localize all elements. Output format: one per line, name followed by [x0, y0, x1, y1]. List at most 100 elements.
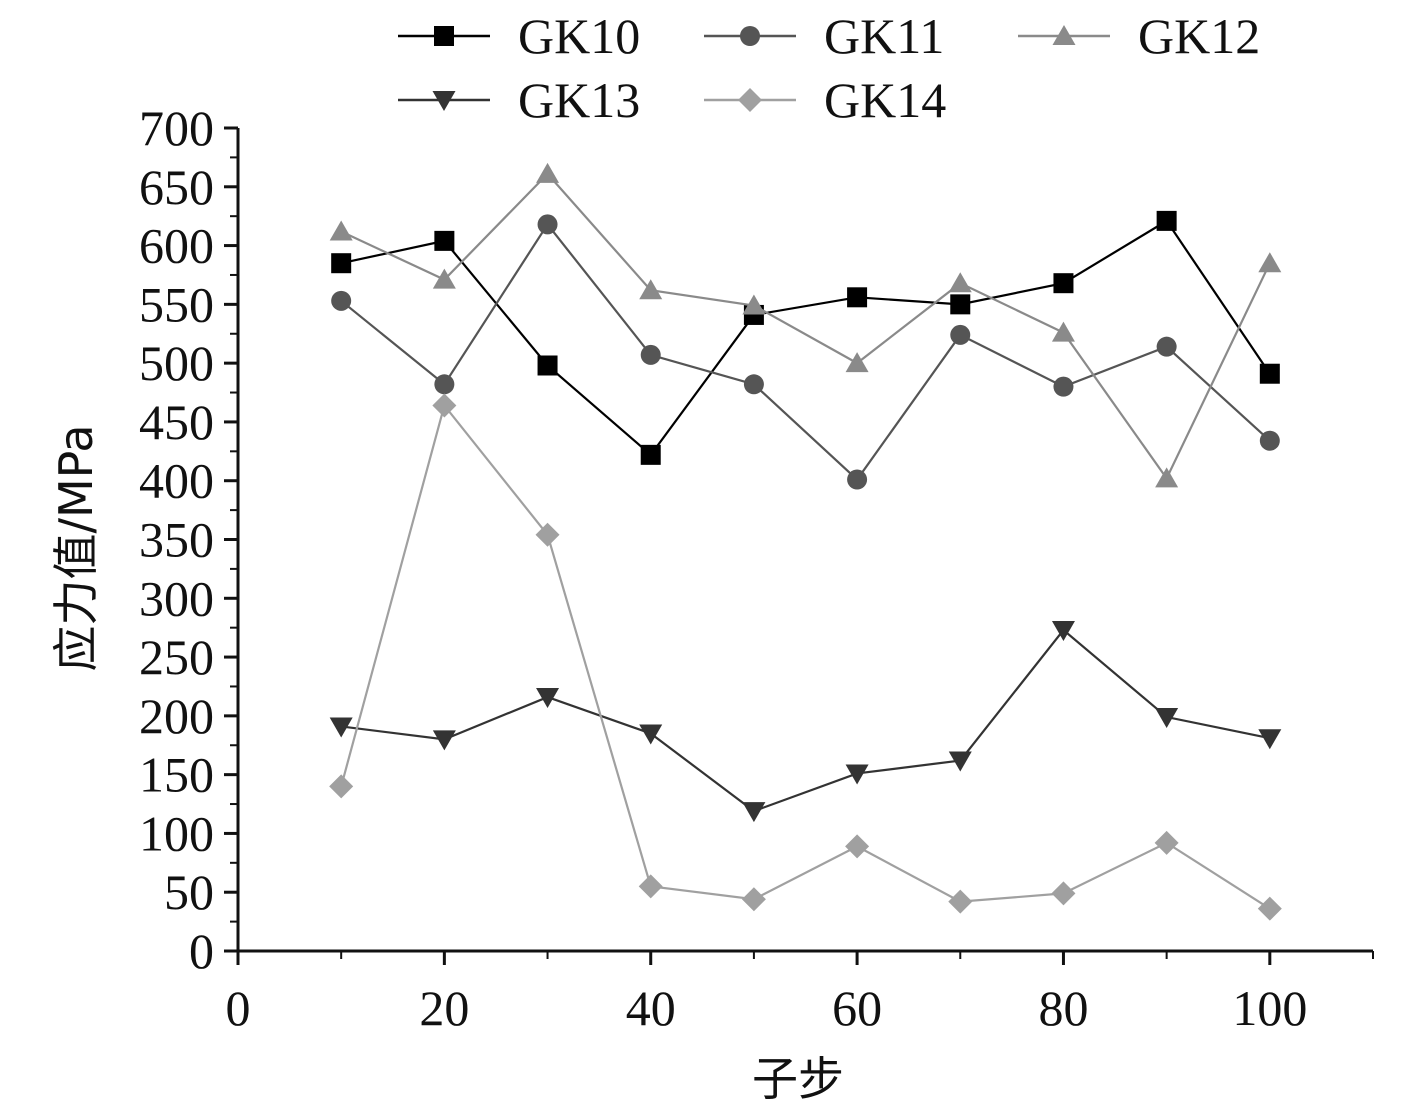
- data-point-gk12: [1258, 252, 1282, 273]
- data-point-gk13: [329, 717, 353, 738]
- data-point-gk14: [535, 522, 560, 547]
- data-point-gk14: [432, 393, 457, 418]
- data-point-gk13: [742, 802, 766, 823]
- series-gk12: [329, 162, 1282, 488]
- legend-marker: [738, 88, 762, 112]
- y-tick-label: 300: [139, 570, 214, 626]
- data-point-gk10: [1053, 273, 1074, 294]
- y-tick-label: 50: [164, 864, 214, 920]
- x-tick-label: 20: [419, 980, 469, 1036]
- data-point-gk10: [1156, 210, 1177, 231]
- data-point-gk11: [1156, 336, 1177, 357]
- series-line-gk13: [341, 628, 1271, 813]
- series-line-gk12: [340, 172, 1271, 481]
- data-point-gk12: [948, 272, 972, 293]
- y-tick-label: 400: [139, 453, 214, 509]
- series-layer: [329, 162, 1282, 921]
- x-tick-label: 80: [1038, 980, 1088, 1036]
- data-point-gk12: [742, 294, 766, 315]
- legend: GK10 GK11 GK12 GK13 GK14: [398, 8, 1260, 128]
- data-point-gk12: [536, 162, 560, 183]
- x-tick-label: 0: [226, 980, 251, 1036]
- legend-marker: [432, 91, 456, 111]
- legend-label: GK13: [518, 72, 640, 128]
- legend-item-gk14: GK14: [704, 72, 946, 128]
- y-tick-label: 600: [139, 218, 214, 274]
- data-point-gk11: [434, 374, 455, 395]
- x-tick-label: 40: [626, 980, 676, 1036]
- data-point-gk13: [1258, 729, 1282, 750]
- data-point-gk10: [537, 355, 558, 376]
- data-point-gk12: [1051, 321, 1075, 342]
- legend-item-gk10: GK10: [398, 8, 640, 64]
- data-point-gk14: [1051, 881, 1076, 906]
- y-tick-label: 650: [139, 159, 214, 215]
- data-point-gk12: [1155, 467, 1179, 488]
- data-point-gk14: [948, 889, 973, 914]
- legend-marker: [434, 26, 454, 46]
- legend-marker: [1052, 25, 1076, 45]
- data-point-gk11: [331, 290, 352, 311]
- data-point-gk14: [638, 874, 663, 899]
- legend-label: GK14: [824, 72, 946, 128]
- data-point-gk12: [432, 268, 456, 289]
- series-gk11: [331, 214, 1280, 490]
- legend-item-gk11: GK11: [704, 8, 944, 64]
- data-point-gk13: [1155, 708, 1179, 729]
- data-point-gk11: [1053, 376, 1074, 397]
- series-gk13: [329, 621, 1282, 823]
- data-point-gk10: [1259, 363, 1280, 384]
- x-tick-label: 60: [832, 980, 882, 1036]
- y-tick-label: 150: [139, 747, 214, 803]
- series-line-gk11: [340, 222, 1271, 482]
- data-point-gk12: [845, 352, 869, 373]
- legend-label: GK10: [518, 8, 640, 64]
- data-point-gk11: [950, 324, 971, 345]
- legend-item-gk13: GK13: [398, 72, 640, 128]
- data-point-gk14: [1257, 896, 1282, 921]
- data-point-gk12: [329, 220, 353, 241]
- y-tick-label: 500: [139, 335, 214, 391]
- y-tick-label: 550: [139, 276, 214, 332]
- data-point-gk10: [434, 230, 455, 251]
- data-point-gk13: [845, 764, 869, 785]
- axes: 0501001502002503003504004505005506006507…: [139, 100, 1374, 1036]
- data-point-gk11: [847, 469, 868, 490]
- data-point-gk13: [432, 730, 456, 751]
- legend-marker: [740, 26, 760, 46]
- data-point-gk14: [845, 834, 870, 859]
- legend-label: GK12: [1138, 8, 1260, 64]
- x-axis-label: 子步: [752, 1052, 844, 1106]
- series-gk14: [329, 393, 1282, 921]
- y-tick-label: 350: [139, 512, 214, 568]
- data-point-gk11: [640, 344, 661, 365]
- data-point-gk13: [1051, 621, 1075, 642]
- data-point-gk13: [948, 751, 972, 772]
- data-point-gk10: [950, 294, 971, 315]
- data-point-gk11: [1259, 430, 1280, 451]
- series-line-gk10: [340, 219, 1271, 457]
- legend-label: GK11: [824, 8, 944, 64]
- y-tick-label: 250: [139, 629, 214, 685]
- y-tick-label: 700: [139, 100, 214, 156]
- data-point-gk10: [847, 287, 868, 308]
- data-point-gk11: [743, 374, 764, 395]
- y-tick-label: 450: [139, 394, 214, 450]
- data-point-gk13: [536, 688, 560, 709]
- series-line-gk14: [340, 403, 1271, 910]
- y-axis-label: 应力值/MPa: [49, 424, 103, 671]
- x-tick-label: 100: [1232, 980, 1307, 1036]
- data-point-gk14: [741, 887, 766, 912]
- y-tick-label: 200: [139, 688, 214, 744]
- data-point-gk13: [639, 724, 663, 745]
- data-point-gk10: [331, 253, 352, 274]
- data-point-gk10: [640, 444, 661, 465]
- legend-item-gk12: GK12: [1018, 8, 1260, 64]
- y-tick-label: 0: [189, 923, 214, 979]
- data-point-gk12: [639, 279, 663, 300]
- data-point-gk14: [1154, 830, 1179, 855]
- y-tick-label: 100: [139, 805, 214, 861]
- data-point-gk14: [329, 774, 354, 799]
- data-point-gk11: [537, 214, 558, 235]
